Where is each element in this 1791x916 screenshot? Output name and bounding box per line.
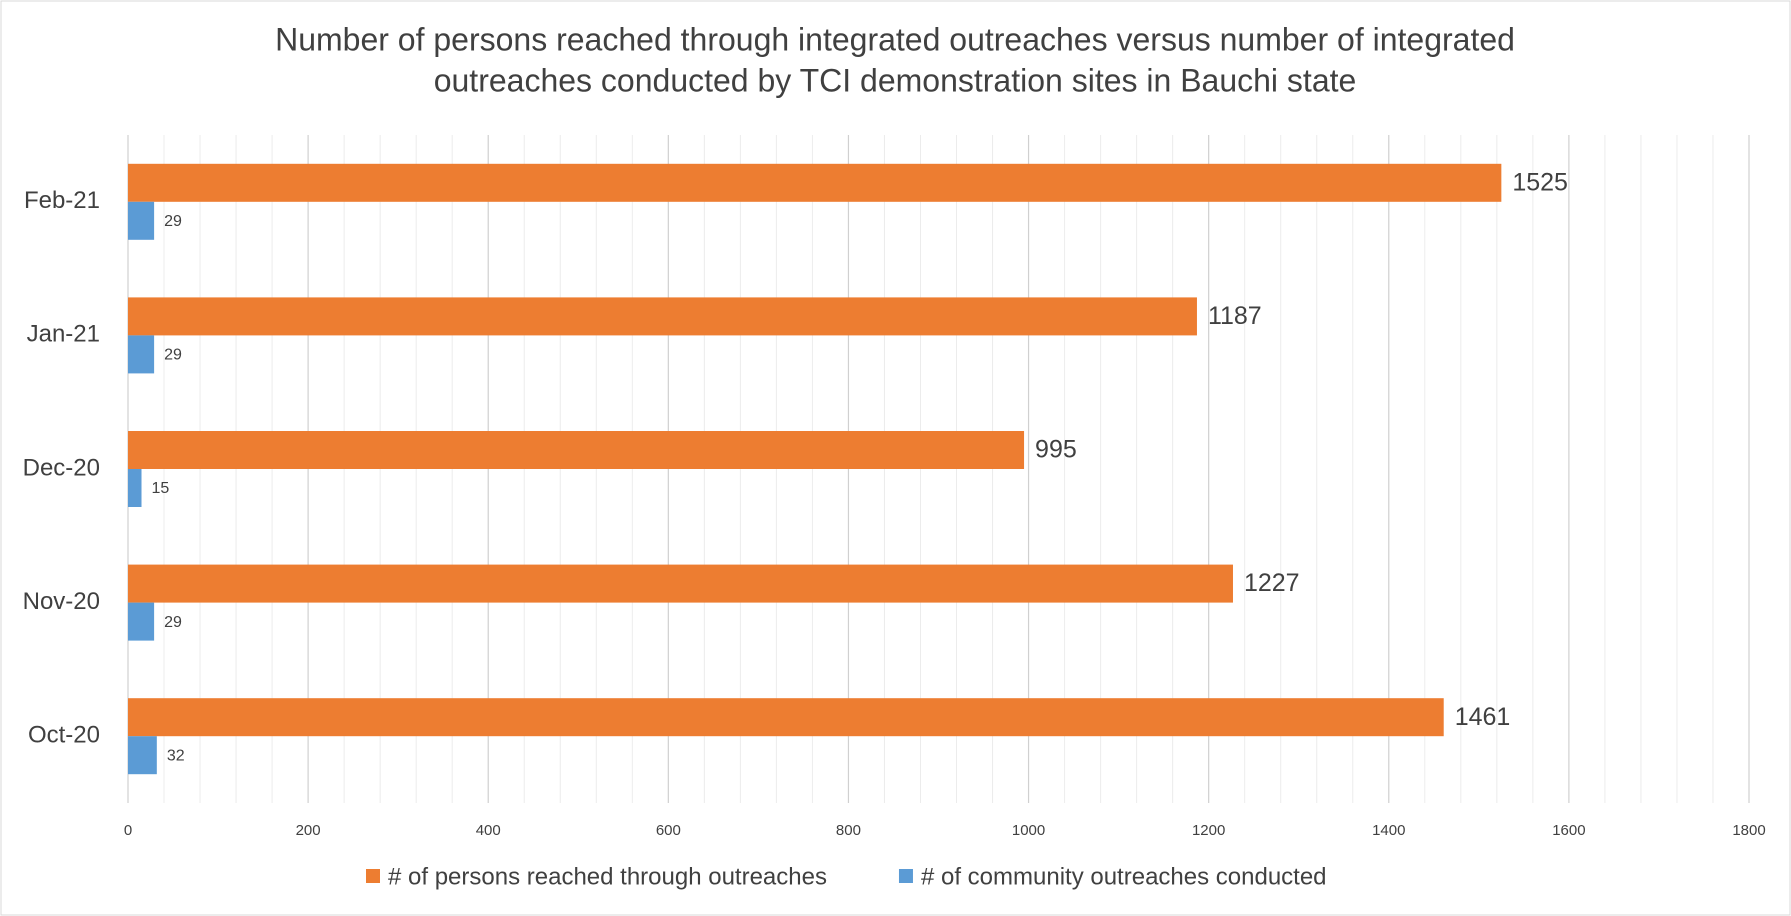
bar bbox=[128, 163, 1502, 202]
x-tick-label: 800 bbox=[836, 822, 861, 839]
x-tick-label: 400 bbox=[476, 822, 501, 839]
data-label: 1187 bbox=[1208, 302, 1262, 330]
y-tick-label: Feb-21 bbox=[24, 187, 100, 214]
y-tick-label: Jan-21 bbox=[27, 321, 100, 348]
data-label: 29 bbox=[164, 213, 182, 230]
bar bbox=[128, 698, 1444, 737]
y-tick-label: Nov-20 bbox=[23, 588, 100, 615]
bar bbox=[128, 469, 142, 507]
x-tick-label: 1600 bbox=[1552, 822, 1585, 839]
x-tick-label: 1400 bbox=[1372, 822, 1405, 839]
data-label: 1461 bbox=[1455, 703, 1511, 731]
legend-swatch bbox=[366, 869, 380, 883]
chart-title-line: outreaches conducted by TCI demonstratio… bbox=[434, 62, 1357, 98]
bar bbox=[128, 201, 155, 240]
bar bbox=[128, 736, 157, 775]
y-tick-label: Dec-20 bbox=[23, 454, 100, 481]
bar bbox=[128, 297, 1197, 336]
x-tick-label: 600 bbox=[656, 822, 681, 839]
bar bbox=[128, 431, 1025, 469]
data-label: 29 bbox=[164, 614, 182, 631]
legend-label: # of persons reached through outreaches bbox=[388, 863, 827, 890]
y-tick-label: Oct-20 bbox=[28, 722, 100, 749]
legend-label: # of community outreaches conducted bbox=[921, 863, 1327, 890]
bar bbox=[128, 602, 155, 641]
data-label: 995 bbox=[1035, 436, 1077, 464]
legend-swatch bbox=[898, 869, 913, 883]
x-tick-label: 200 bbox=[296, 822, 321, 839]
bar bbox=[128, 335, 155, 374]
data-label: 29 bbox=[164, 347, 182, 364]
data-label: 15 bbox=[152, 480, 170, 497]
x-tick-label: 1000 bbox=[1012, 822, 1045, 839]
x-tick-label: 1200 bbox=[1192, 822, 1225, 839]
data-label: 1525 bbox=[1512, 168, 1568, 196]
data-label: 1227 bbox=[1244, 569, 1300, 597]
x-tick-label: 1800 bbox=[1732, 822, 1765, 839]
x-tick-label: 0 bbox=[124, 822, 132, 839]
chart-title-line: Number of persons reached through integr… bbox=[275, 21, 1515, 57]
data-label: 32 bbox=[167, 747, 185, 764]
bar bbox=[128, 564, 1233, 603]
